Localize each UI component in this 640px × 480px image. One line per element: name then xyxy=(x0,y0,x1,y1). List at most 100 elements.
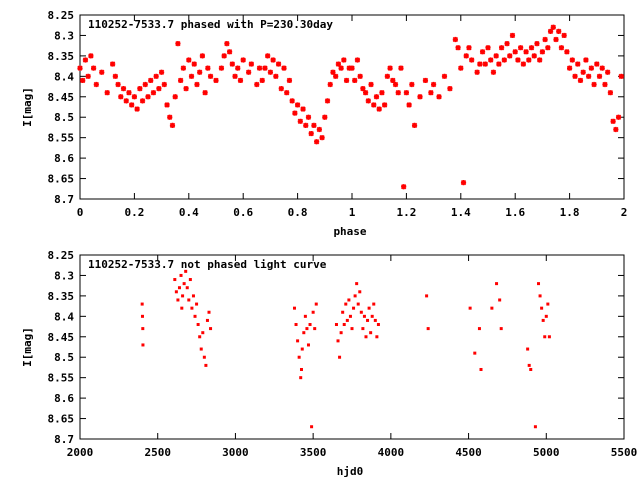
phased-data-point xyxy=(504,40,510,47)
phased-data-point xyxy=(422,77,429,84)
phased-data-point xyxy=(164,102,170,108)
phased-data-point xyxy=(123,98,129,104)
phased-data-point xyxy=(596,73,603,79)
phased-data-point xyxy=(88,53,94,59)
phased-data-point xyxy=(281,65,287,71)
phased-series xyxy=(77,24,624,190)
phased-data-point xyxy=(482,61,488,67)
unphased-data-point xyxy=(302,331,306,335)
unphased-data-point xyxy=(140,302,144,306)
phased-data-point xyxy=(90,65,97,71)
unphased-data-point xyxy=(334,323,338,327)
unphased-y-tick-label: 8.6 xyxy=(54,392,74,405)
unphased-data-point xyxy=(184,269,188,273)
phased-data-point xyxy=(447,85,453,92)
phased-y-tick-label: 8.35 xyxy=(48,50,75,63)
unphased-data-point xyxy=(344,302,348,306)
unphased-data-point xyxy=(342,323,346,327)
unphased-data-point xyxy=(526,347,530,351)
phased-data-point xyxy=(547,28,554,35)
unphased-data-point xyxy=(479,367,483,371)
unphased-data-point xyxy=(529,367,533,371)
phased-data-point xyxy=(362,90,369,96)
phased-data-point xyxy=(259,77,265,84)
unphased-y-tick-label: 8.45 xyxy=(48,331,75,344)
phased-x-ticks: 0 0.2 0.4 0.6 0.8 1 1.2 1.4 1.6 1.8 2 xyxy=(77,15,627,219)
phased-data-point xyxy=(134,106,140,112)
unphased-data-point xyxy=(198,335,202,339)
phased-data-point xyxy=(507,53,513,59)
phased-data-point xyxy=(517,45,524,51)
phased-data-point xyxy=(316,126,323,133)
unphased-y-axis-label: I[mag] xyxy=(21,327,34,367)
unphased-data-point xyxy=(498,298,502,302)
phased-data-point xyxy=(515,57,521,63)
phased-data-point xyxy=(485,45,491,51)
phased-data-point xyxy=(180,65,187,71)
phased-data-point xyxy=(373,94,380,100)
phased-data-point xyxy=(572,73,578,79)
phased-data-point xyxy=(357,73,363,79)
phased-data-point xyxy=(466,45,472,51)
phased-data-point xyxy=(583,57,589,63)
unphased-data-point xyxy=(174,290,178,294)
unphased-data-point xyxy=(373,318,377,322)
phased-data-point xyxy=(545,45,551,51)
unphased-data-point xyxy=(355,282,359,286)
phased-x-tick-label: 0.8 xyxy=(288,206,308,219)
unphased-data-point xyxy=(187,298,191,302)
unphased-x-tick-label: 3000 xyxy=(222,446,249,459)
phased-data-point xyxy=(401,184,407,190)
phased-data-point xyxy=(343,77,350,84)
phased-data-point xyxy=(273,73,279,79)
phased-data-point xyxy=(172,94,178,100)
unphased-data-point xyxy=(188,278,192,282)
phased-data-point xyxy=(267,69,274,75)
phased-data-point xyxy=(275,61,282,67)
phased-data-point xyxy=(156,85,162,92)
phased-data-point xyxy=(512,49,518,55)
phased-data-point xyxy=(615,114,622,120)
unphased-data-point xyxy=(347,298,351,302)
phased-data-point xyxy=(205,65,211,71)
unphased-data-point xyxy=(310,425,314,429)
unphased-data-point xyxy=(537,282,541,286)
phased-data-point xyxy=(602,81,608,88)
unphased-data-point xyxy=(176,298,180,302)
phased-data-point xyxy=(436,94,442,100)
unphased-panel: 8.25 8.3 8.35 8.4 8.45 8.5 8.55 8.6 8.65 8.7 2000… xyxy=(21,249,637,478)
phased-data-point xyxy=(99,69,105,75)
phased-data-point xyxy=(498,45,505,51)
unphased-data-point xyxy=(182,282,186,286)
unphased-plot-frame xyxy=(79,254,625,440)
unphased-data-point xyxy=(311,310,315,314)
phased-data-point xyxy=(175,40,181,47)
phased-data-point xyxy=(254,81,260,88)
phased-x-tick-label: 1.2 xyxy=(396,206,416,219)
phased-data-point xyxy=(569,57,575,63)
phased-data-point xyxy=(406,102,412,108)
phased-data-point xyxy=(240,57,246,63)
phased-data-point xyxy=(501,57,507,63)
phased-data-point xyxy=(566,65,573,71)
phased-x-tick-label: 0.2 xyxy=(124,206,144,219)
unphased-data-point xyxy=(202,355,206,359)
phased-data-point xyxy=(139,98,146,104)
phased-data-point xyxy=(284,90,290,96)
phased-data-point xyxy=(153,73,159,79)
phased-data-point xyxy=(618,73,624,79)
unphased-data-point xyxy=(195,302,199,306)
phased-x-tick-label: 0 xyxy=(77,206,84,219)
phased-data-point xyxy=(384,73,391,79)
phased-data-point xyxy=(262,65,268,71)
unphased-data-point xyxy=(205,318,209,322)
phased-data-point xyxy=(324,98,331,104)
unphased-data-point xyxy=(141,343,145,347)
phased-data-point xyxy=(313,139,320,145)
unphased-data-point xyxy=(356,302,360,306)
unphased-data-point xyxy=(185,286,189,290)
unphased-data-point xyxy=(303,314,307,318)
unphased-data-point xyxy=(141,327,145,331)
phased-data-point xyxy=(265,53,271,59)
